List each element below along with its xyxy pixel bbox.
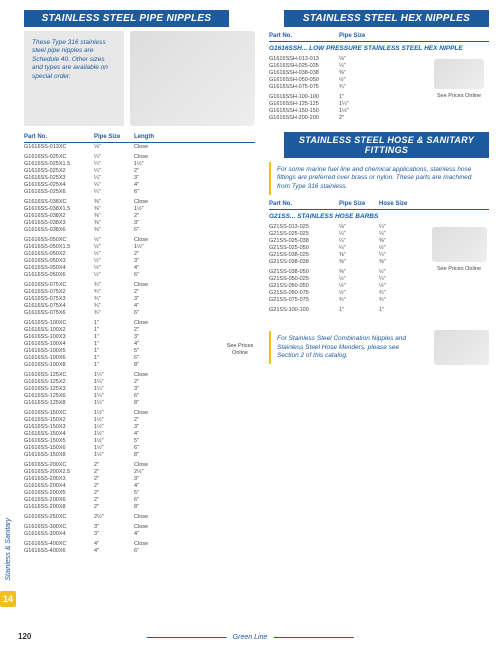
table-row: G1616SS-025X3¼"3" <box>24 174 225 181</box>
table-row: G1616SSH-025-025¼" <box>269 62 429 69</box>
table-row: G1616SS-013XC⅛"Close <box>24 143 225 150</box>
table-row: G1616SSH-200-2002" <box>269 114 429 121</box>
table-row: G1616SS-100X41"4" <box>24 340 225 347</box>
table-row: G21SS-050-025½"¼" <box>269 275 429 282</box>
table-row: G1616SS-050X2½"2" <box>24 250 225 257</box>
table-row: G1616SS-025X4¼"4" <box>24 181 225 188</box>
header-hex-nipples: STAINLESS STEEL HEX NIPPLES <box>284 10 489 27</box>
table-row: G1616SS-200X32"3" <box>24 475 225 482</box>
nipples-table: G1616SS-013XC⅛"Close G1616SS-025XC¼"Close… <box>24 143 225 557</box>
table-row: G21SS-100-1001"1" <box>269 306 429 313</box>
note-box: These Type 316 stainless steel pipe nipp… <box>24 31 124 126</box>
table-row: G1616SS-038X2⅜"2" <box>24 212 225 219</box>
hex-table: G1616SSH-013-013⅛"G1616SSH-025-025¼"G161… <box>269 55 429 124</box>
subheader-hex: G1616SSH... LOW PRESSURE STAINLESS STEEL… <box>269 45 489 52</box>
table-row: G1616SS-200X2.52"2½" <box>24 468 225 475</box>
product-image-barb <box>432 227 487 262</box>
table-row: G1616SS-300X43"4" <box>24 530 225 537</box>
product-image-combo <box>434 330 489 365</box>
table-row: G1616SS-125X31¼"3" <box>24 385 225 392</box>
header-pipe-nipples: STAINLESS STEEL PIPE NIPPLES <box>24 10 229 27</box>
table-row: G1616SSH-075-075¾" <box>269 83 429 90</box>
barbs-table: G21SS-013-025⅛"¼"G21SS-025-025¼"¼"G21SS-… <box>269 223 429 316</box>
table-row: G1616SS-125X81¼"8" <box>24 399 225 406</box>
table-row: G1616SS-050XC½"Close <box>24 236 225 243</box>
prices-note: See Prices Online <box>225 343 255 356</box>
table-row: G1616SS-075X6¾"6" <box>24 309 225 316</box>
table-row: G1616SS-038X1.5⅜"1½" <box>24 205 225 212</box>
table-row: G1616SS-038X3⅜"3" <box>24 219 225 226</box>
table-row: G21SS-025-050¼"½" <box>269 244 429 251</box>
table-row: G21SS-050-050½"½" <box>269 282 429 289</box>
table-row: G1616SS-300XC3"Close <box>24 523 225 530</box>
table-row: G1616SS-200X42"4" <box>24 482 225 489</box>
table-row: G1616SS-025X2¼"2" <box>24 167 225 174</box>
table-row: G1616SS-025X1.5¼"1½" <box>24 160 225 167</box>
header-hose-fittings: STAINLESS STEEL HOSE & SANITARY FITTINGS <box>284 132 489 158</box>
footer-brand: Green Line <box>141 634 360 641</box>
table-row: G1616SS-150XC1½"Close <box>24 409 225 416</box>
table-row: G1616SS-100X61"6" <box>24 354 225 361</box>
table-row: G1616SS-050X3½"3" <box>24 257 225 264</box>
table-row: G21SS-050-075½"¾" <box>269 289 429 296</box>
table-row: G1616SS-125X21¼"2" <box>24 378 225 385</box>
table-row: G1616SSH-125-1251¼" <box>269 100 429 107</box>
table-row: G1616SS-200XC2"Close <box>24 461 225 468</box>
table-row: G21SS-038-038⅜"⅜" <box>269 258 429 265</box>
table-row: G1616SS-200X62"6" <box>24 496 225 503</box>
table-row: G21SS-038-050⅜"½" <box>269 268 429 275</box>
table-row: G1616SS-075X2¾"2" <box>24 288 225 295</box>
table-row: G1616SSH-050-050½" <box>269 76 429 83</box>
table-row: G1616SS-125XC1¼"Close <box>24 371 225 378</box>
table-row: G1616SS-050X4½"4" <box>24 264 225 271</box>
note-reference: For Stainless Steel Combination Nipples … <box>269 331 428 364</box>
table-row: G1616SS-050X6½"6" <box>24 271 225 278</box>
table-header: Part No. Pipe Size Hose Size <box>269 199 489 210</box>
table-row: G1616SS-200X52"5" <box>24 489 225 496</box>
prices-note: See Prices Online <box>429 93 489 100</box>
note-hose: For some marine fuel line and chemical a… <box>269 162 489 195</box>
subheader-barbs: G21SS... STAINLESS HOSE BARBS <box>269 213 489 220</box>
table-row: G21SS-038-025⅜"¼" <box>269 251 429 258</box>
table-row: G1616SSH-038-038⅜" <box>269 69 429 76</box>
table-row: G1616SS-038XC⅜"Close <box>24 198 225 205</box>
table-row: G1616SS-025XC¼"Close <box>24 153 225 160</box>
table-row: G1616SS-075X3¾"3" <box>24 295 225 302</box>
table-row: G1616SS-075X4¾"4" <box>24 302 225 309</box>
table-row: G1616SS-400X64"6" <box>24 547 225 554</box>
table-row: G1616SS-250XC2½"Close <box>24 513 225 520</box>
page-number: 120 <box>18 632 31 641</box>
table-row: G1616SSH-150-1501½" <box>269 107 429 114</box>
table-row: G1616SS-038X6⅜"6" <box>24 226 225 233</box>
product-image-hex <box>434 59 484 89</box>
table-row: G1616SS-400XC4"Close <box>24 540 225 547</box>
prices-note: See Prices Online <box>429 266 489 273</box>
table-row: G1616SS-025X6¼"6" <box>24 188 225 195</box>
table-row: G1616SS-150X61½"6" <box>24 444 225 451</box>
table-row: G1616SS-150X31½"3" <box>24 423 225 430</box>
table-row: G1616SS-100X31"3" <box>24 333 225 340</box>
table-row: G21SS-025-025¼"¼" <box>269 230 429 237</box>
table-row: G1616SS-150X51½"5" <box>24 437 225 444</box>
table-row: G1616SSH-100-1001" <box>269 93 429 100</box>
table-row: G1616SS-100X51"5" <box>24 347 225 354</box>
table-row: G1616SS-150X81½"8" <box>24 451 225 458</box>
table-row: G1616SSH-013-013⅛" <box>269 55 429 62</box>
table-row: G1616SS-150X21½"2" <box>24 416 225 423</box>
table-row: G1616SS-100XC1"Close <box>24 319 225 326</box>
table-row: G21SS-075-075¾"¾" <box>269 296 429 303</box>
table-header: Part No. Pipe Size Length <box>24 132 255 143</box>
table-row: G1616SS-100X21"2" <box>24 326 225 333</box>
table-header: Part No. Pipe Size <box>269 31 489 42</box>
table-row: G21SS-025-038¼"⅜" <box>269 237 429 244</box>
table-row: G1616SS-050X1.5½"1½" <box>24 243 225 250</box>
table-row: G1616SS-150X41½"4" <box>24 430 225 437</box>
table-row: G1616SS-125X61¼"6" <box>24 392 225 399</box>
table-row: G1616SS-100X81"8" <box>24 361 225 368</box>
product-image-nipples <box>130 31 255 126</box>
table-row: G1616SS-200X82"8" <box>24 503 225 510</box>
table-row: G21SS-013-025⅛"¼" <box>269 223 429 230</box>
table-row: G1616SS-075XC¾"Close <box>24 281 225 288</box>
